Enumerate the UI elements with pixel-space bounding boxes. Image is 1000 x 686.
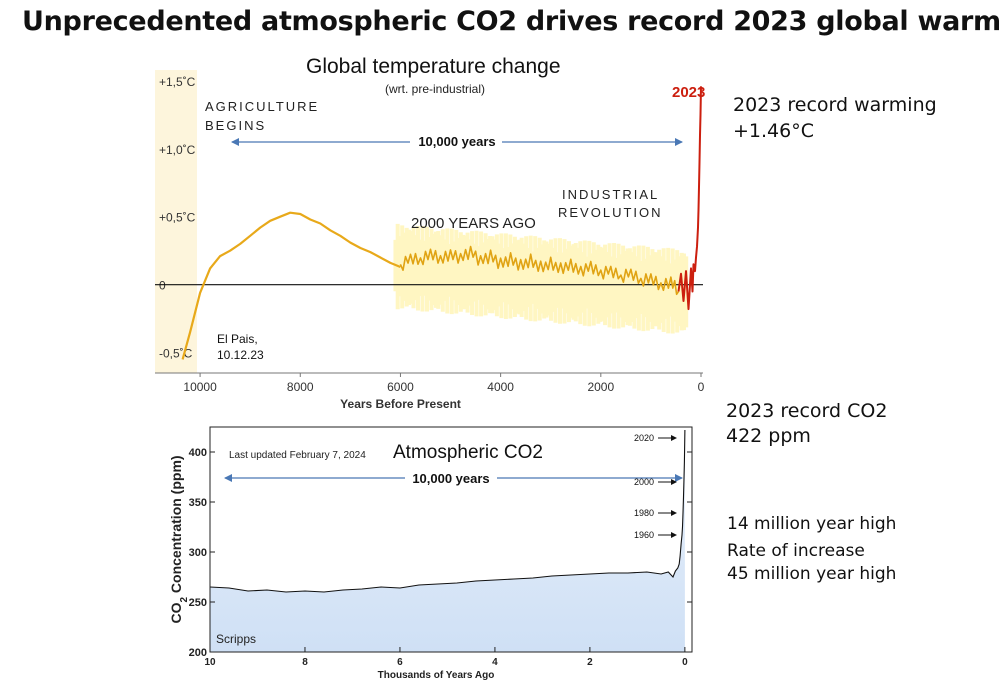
temp-y-tick-label: +1,5˚C <box>159 75 196 89</box>
co2-source-label: Scripps <box>216 632 256 646</box>
temp-line-late-holocene <box>399 245 680 296</box>
co2-extra-note: 14 million year high Rate of increase 45… <box>727 510 896 589</box>
industrial-label-2: REVOLUTION <box>558 205 663 220</box>
co2-x-tick-label: 2 <box>587 657 593 668</box>
co2-area-fill <box>210 430 685 652</box>
page-title: Unprecedented atmospheric CO2 drives rec… <box>22 6 1000 37</box>
co2-plot-frame <box>209 426 693 653</box>
co2-year-marker-label: 1980 <box>634 508 654 518</box>
temp-x-tick-label: 0 <box>698 380 705 394</box>
co2-record-note: 2023 record CO2 422 ppm <box>726 399 887 449</box>
co2-span-label: 10,000 years <box>412 471 489 486</box>
temp-span-label: 10,000 years <box>418 134 495 149</box>
co2-record-line-2: 422 ppm <box>726 425 811 447</box>
co2-x-tick-label: 6 <box>397 657 403 668</box>
temp-y-tick-label: 0 <box>159 279 166 293</box>
industrial-label-1: INDUSTRIAL <box>562 187 659 202</box>
temp-y-tick-label: +0,5˚C <box>159 211 196 225</box>
co2-x-tick-label: 4 <box>492 657 498 668</box>
temp-line-instrumental <box>677 86 702 311</box>
co2-y-tick-label: 350 <box>189 497 207 509</box>
co2-chart-title: Atmospheric CO2 <box>393 442 543 463</box>
temp-record-line-1: 2023 record warming <box>733 94 937 116</box>
agriculture-label-1: AGRICULTURE <box>205 99 319 114</box>
co2-y-axis-label: CO2 Concentration (ppm) <box>168 455 190 623</box>
co2-y-tick-label: 200 <box>189 647 207 659</box>
co2-y-tick-label: 300 <box>189 547 207 559</box>
year-2023-label: 2023 <box>672 84 705 101</box>
co2-last-updated: Last updated February 7, 2024 <box>229 450 366 461</box>
co2-x-tick-label: 10 <box>204 657 216 668</box>
temp-chart-subtitle: (wrt. pre-industrial) <box>385 82 485 96</box>
co2-x-tick-label: 0 <box>682 657 688 668</box>
co2-y-tick-label: 400 <box>189 447 207 459</box>
co2-chart: 200 250 300 350 400 10 8 6 4 2 0 Thousands of Years… <box>168 426 693 681</box>
co2-year-marker-label: 2000 <box>634 477 654 487</box>
source-label-1: El Pais, <box>217 332 258 346</box>
co2-x-axis-label: Thousands of Years Ago <box>378 670 495 681</box>
temp-x-tick-label: 2000 <box>587 380 614 394</box>
temp-record-note: 2023 record warming +1.46°C <box>733 92 937 144</box>
co2-extra-line-3: 45 million year high <box>727 564 897 584</box>
co2-year-marker-label: 2020 <box>634 433 654 443</box>
early-band <box>155 70 197 373</box>
co2-span-label-bg <box>405 467 497 489</box>
temp-x-tick-label: 10000 <box>183 380 217 394</box>
temp-x-tick-label: 6000 <box>387 380 414 394</box>
co2-extra-line-1: 14 million year high <box>727 514 897 534</box>
temp-x-axis-label: Years Before Present <box>340 397 461 411</box>
agriculture-label-2: BEGINS <box>205 118 266 133</box>
two-thousand-years-label: 2000 YEARS AGO <box>411 215 536 232</box>
temp-x-tick-label: 4000 <box>487 380 514 394</box>
temp-line-reconstruction <box>181 211 401 360</box>
temp-record-line-2: +1.46°C <box>733 120 814 142</box>
co2-record-line-1: 2023 record CO2 <box>726 400 888 422</box>
source-label-2: 10.12.23 <box>217 348 264 362</box>
span-label-bg <box>410 130 502 152</box>
co2-extra-line-2: Rate of increase <box>727 541 865 561</box>
co2-y-tick-label: 250 <box>189 597 207 609</box>
co2-x-tick-label: 8 <box>302 657 308 668</box>
co2-line <box>209 429 686 593</box>
co2-year-marker-label: 1960 <box>634 530 654 540</box>
temp-chart-title: Global temperature change <box>306 55 561 78</box>
temp-y-tick-label: -0,5˚C <box>159 347 193 361</box>
temp-y-tick-label: +1,0˚C <box>159 143 196 157</box>
temp-x-tick-label: 8000 <box>287 380 314 394</box>
